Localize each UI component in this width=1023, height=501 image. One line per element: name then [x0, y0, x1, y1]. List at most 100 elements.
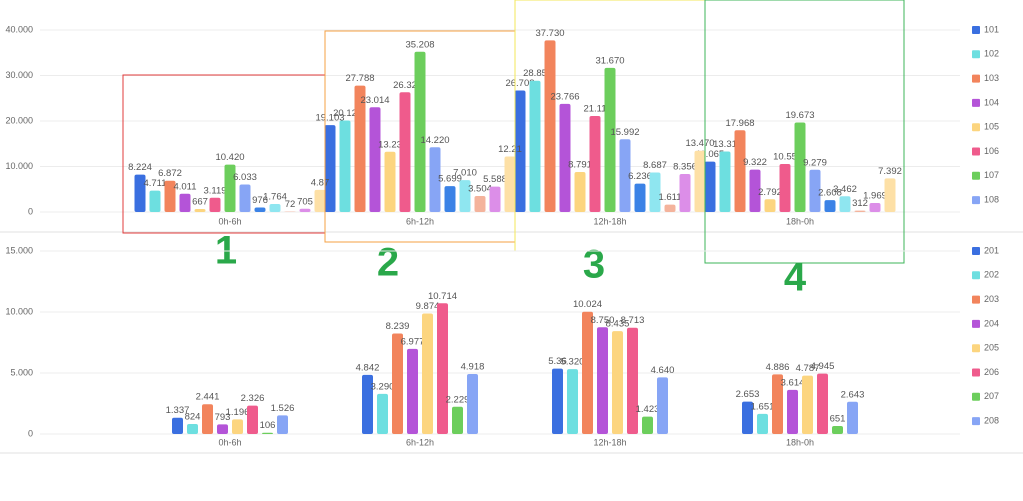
value-label: 23.766 [550, 91, 579, 102]
legend-label[interactable]: 104 [984, 97, 999, 107]
annotation-label: 2 [377, 241, 399, 285]
value-label: 4.011 [173, 181, 196, 192]
bar [787, 389, 798, 434]
bar [514, 90, 526, 212]
bar [254, 207, 266, 212]
legend-swatch[interactable] [972, 368, 980, 377]
legend-label[interactable]: 206 [984, 367, 999, 377]
legend-swatch[interactable] [972, 319, 980, 328]
bar [467, 374, 478, 434]
bar [832, 426, 843, 434]
legend-swatch[interactable] [972, 123, 980, 132]
x-tick-label: 6h-12h [406, 216, 434, 226]
value-label: 26.708 [505, 78, 534, 89]
value-label: 4.945 [811, 361, 835, 372]
legend-label[interactable]: 106 [984, 146, 999, 156]
bar [597, 327, 608, 434]
value-label: 6.033 [233, 172, 257, 183]
value-label: 2.326 [241, 393, 265, 404]
legend-swatch[interactable] [972, 26, 980, 34]
value-label: 1.526 [271, 403, 295, 414]
bar [164, 180, 176, 212]
y-tick-label: 5.000 [10, 367, 33, 377]
value-label: 4.87 [311, 177, 330, 188]
legend-label[interactable]: 103 [984, 73, 999, 83]
bar [634, 183, 646, 212]
value-label: 11.065 [696, 149, 724, 160]
value-label: 10.714 [428, 291, 457, 302]
legend-label[interactable]: 205 [984, 343, 999, 353]
legend-label[interactable]: 101 [984, 24, 999, 34]
legend-swatch[interactable] [972, 417, 980, 426]
bar [362, 374, 373, 434]
value-label: 10.024 [573, 299, 602, 310]
bar [149, 190, 161, 212]
bar [544, 40, 556, 213]
legend-swatch[interactable] [972, 50, 980, 59]
legend-label[interactable]: 105 [984, 122, 999, 132]
legend-swatch[interactable] [972, 392, 980, 401]
bar [742, 401, 753, 434]
legend-label[interactable]: 201 [984, 245, 999, 255]
bar [262, 432, 273, 434]
value-label: 19.103 [315, 113, 344, 124]
value-label: 14.220 [420, 135, 449, 146]
value-label: 4.711 [143, 178, 166, 189]
bar [764, 199, 776, 212]
legend-swatch[interactable] [972, 271, 980, 280]
y-tick-label: 10.000 [5, 306, 33, 316]
bar [604, 67, 616, 213]
value-label: 705 [297, 196, 313, 207]
legend-label[interactable]: 207 [984, 391, 999, 401]
legend-swatch[interactable] [972, 295, 980, 304]
value-label: 37.730 [535, 28, 564, 39]
value-label: 15.992 [610, 127, 639, 138]
bar [847, 401, 858, 434]
legend-swatch[interactable] [972, 147, 980, 156]
legend-swatch[interactable] [972, 344, 980, 353]
bar [232, 419, 243, 434]
bar [179, 193, 191, 212]
value-label: 8.239 [386, 321, 410, 332]
bar [369, 107, 381, 212]
value-label: 10.55 [773, 152, 797, 163]
value-label: 8.687 [643, 160, 667, 171]
value-label: 27.788 [345, 73, 374, 84]
value-label: 106 [260, 420, 276, 431]
value-label: 9.279 [803, 157, 827, 168]
legend-label[interactable]: 204 [984, 318, 999, 328]
bar [619, 139, 631, 212]
value-label: 5.699 [438, 174, 462, 185]
legend-label[interactable]: 208 [984, 415, 999, 425]
legend-swatch[interactable] [972, 98, 980, 107]
legend-label[interactable]: 102 [984, 49, 999, 59]
bar [277, 415, 288, 434]
legend-swatch[interactable] [972, 196, 980, 205]
bar [612, 331, 623, 434]
value-label: 13.31 [713, 139, 737, 150]
bar [269, 203, 281, 212]
value-label: 6.236 [628, 171, 652, 182]
bar [209, 197, 221, 212]
legend-swatch[interactable] [972, 171, 980, 180]
value-label: 3.290 [371, 381, 395, 392]
value-label: 1.611 [658, 192, 681, 203]
legend-label[interactable]: 108 [984, 194, 999, 204]
bar [239, 184, 251, 212]
value-label: 4.787 [796, 363, 820, 374]
legend-swatch[interactable] [972, 247, 980, 255]
legend-label[interactable]: 202 [984, 270, 999, 280]
bar [802, 375, 813, 434]
legend-label[interactable]: 203 [984, 294, 999, 304]
bar [474, 196, 486, 212]
value-label: 2.608 [818, 188, 842, 199]
bar [794, 122, 806, 212]
bar [574, 172, 586, 212]
legend-swatch[interactable] [972, 74, 980, 83]
bar [657, 377, 668, 434]
legend-label[interactable]: 107 [984, 170, 999, 180]
bar [589, 115, 601, 212]
value-label: 9.322 [743, 157, 767, 168]
bar [339, 120, 351, 212]
